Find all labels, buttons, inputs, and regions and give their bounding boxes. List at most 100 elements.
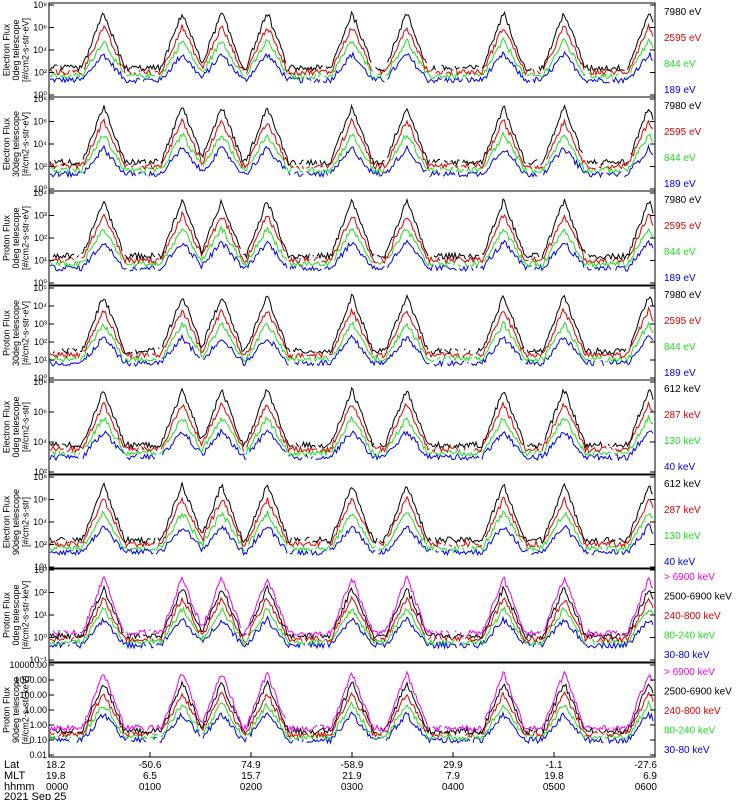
y-tick-label: 10⁸: [33, 94, 47, 104]
y-tick-label: 10.00: [24, 705, 47, 715]
y-tick-label: 10³: [34, 319, 47, 329]
x-tick-label-lat: -27.6: [634, 760, 657, 771]
legend-entry: 844 eV: [664, 153, 696, 164]
x-tick-label-lat: 29.9: [443, 760, 463, 771]
x-row-label-mlt: MLT: [4, 770, 25, 782]
y-axis-label-line: [#/cm2-s-str-eV]: [20, 112, 30, 176]
y-tick-label: 10²: [34, 337, 47, 347]
series-line-1-2: [49, 22, 654, 77]
y-tick-label: 10³: [34, 565, 47, 575]
series-line-1-3: [49, 37, 654, 81]
legend-entry: 612 keV: [664, 384, 701, 395]
y-axis-label-line: 90deg telescope: [11, 677, 21, 743]
x-tick-label-mlt: 6.9: [643, 771, 657, 782]
y-tick-label: 10⁴: [33, 45, 47, 55]
x-tick-label-mlt: 7.9: [446, 771, 460, 782]
legend-entry: > 6900 keV: [664, 572, 715, 583]
series-line-5-4: [49, 428, 654, 462]
y-axis-label-line: Electron Flux: [1, 23, 11, 76]
y-axis-label-line: 30deg telescope: [11, 111, 21, 177]
series-line-3-1: [52, 197, 654, 261]
legend-entry: 2595 eV: [664, 221, 702, 232]
series-line-8-4: [49, 699, 654, 742]
y-tick-label: 10000.00: [9, 660, 47, 670]
y-tick-label: 10⁴: [33, 437, 47, 447]
series-line-7-1: [52, 575, 654, 638]
series-line-4-4: [49, 333, 654, 368]
x-row-label-hhmm: hhmm: [4, 781, 35, 793]
x-tick-label-mlt: 19.8: [46, 771, 66, 782]
legend-entry: 844 eV: [664, 59, 696, 70]
y-axis-label: TEDElectron Flux0deg telescope[#/cm2-s-s…: [0, 18, 30, 82]
y-axis-label-line: 0deg telescope: [11, 207, 21, 268]
y-axis-label-line: [#/cm2-s-str-keV]: [20, 581, 30, 650]
legend-entry: 189 eV: [664, 179, 696, 190]
y-tick-label: 10⁶: [33, 407, 47, 417]
y-axis-label: MEPEDProton Flux90deg telescope[#/cm2-s-…: [0, 676, 30, 745]
y-tick-label: 10²: [34, 588, 47, 598]
y-tick-label: 100.00: [19, 690, 47, 700]
legend-entry: 189 eV: [664, 85, 696, 96]
y-axis-label: TEDElectron Flux30deg telescope[#/cm2-s-…: [0, 111, 30, 177]
legend-entry: 30-80 keV: [664, 745, 710, 756]
x-tick-label-hhmm: 0200: [240, 782, 263, 793]
legend-entry: 130 keV: [664, 531, 701, 542]
x-tick-label-mlt: 19.8: [544, 771, 564, 782]
y-axis-label-line: MEPED: [0, 411, 2, 444]
y-axis-label-line: MEPED: [0, 694, 2, 727]
y-axis-label: MEPEDElectron Flux0deg telescope[#/cm2-s…: [0, 396, 30, 457]
legend-entry: 2595 eV: [664, 127, 702, 138]
series-line-6-2: [49, 495, 654, 548]
x-tick-label-hhmm: 0500: [543, 782, 566, 793]
series-line-8-2: [52, 679, 654, 735]
y-axis-label-line: 0deg telescope: [11, 584, 21, 645]
panel-7: 10⁻¹ 10⁰ 10¹ 10² 10³ MEPEDProton Flux0deg tel…: [0, 565, 732, 665]
series-line-6-4: [49, 523, 654, 557]
y-axis-label-line: [#/cm2-s-str]: [20, 402, 30, 452]
y-tick-label: 10⁵: [33, 283, 47, 293]
legend-entry: 287 keV: [664, 410, 701, 421]
x-tick-label-lat: 18.2: [46, 760, 66, 771]
panel-4: 10⁰10¹10²10³10⁴10⁵TEDProton Flux30deg te…: [0, 283, 702, 383]
legend-entry: 2595 eV: [664, 316, 702, 327]
legend-entry: 7980 eV: [664, 101, 702, 112]
legend-entry: 844 eV: [664, 247, 696, 258]
x-row-label-lat: Lat: [4, 759, 19, 771]
series-line-2-1: [49, 103, 654, 167]
y-axis-label-line: TED: [0, 228, 2, 247]
y-tick-label: 10⁶: [33, 117, 47, 127]
y-axis-label: MEPEDElectron Flux90deg telescope[#/cm2-…: [0, 489, 30, 555]
legend-entry: 80-240 keV: [664, 631, 715, 642]
y-tick-label: 10⁸: [33, 0, 47, 10]
y-axis-label-line: 30deg telescope: [11, 300, 21, 366]
series-line-7-4: [49, 606, 654, 647]
y-tick-label: 10⁴: [33, 188, 47, 198]
series-line-8-1: [49, 670, 654, 733]
legend-entry: 40 keV: [664, 557, 695, 568]
x-tick-label-lat: -58.9: [341, 760, 364, 771]
y-axis-label-line: TED: [0, 40, 2, 59]
y-axis-label-line: MEPED: [0, 599, 2, 632]
y-tick-label: 10¹: [34, 355, 47, 365]
legend-entry: 7980 eV: [664, 195, 702, 206]
y-tick-label: 10⁰: [33, 184, 47, 194]
legend-entry: 30-80 keV: [664, 650, 710, 661]
y-tick-label: 10⁰: [33, 278, 47, 288]
y-axis-label: TEDProton Flux0deg telescope[#/cm2-s-str…: [0, 206, 30, 270]
series-line-2-2: [49, 117, 654, 171]
y-tick-label: 10⁴: [33, 139, 47, 149]
date-label: 2021 Sep 25: [4, 791, 66, 800]
legend-entry: 2500-6900 keV: [664, 592, 732, 603]
y-tick-label: 10¹: [34, 610, 47, 620]
legend-entry: 287 keV: [664, 505, 701, 516]
y-axis-label-line: [#/cm2-s-str-eV]: [20, 206, 30, 270]
y-tick-label: 10⁰: [33, 373, 47, 383]
y-axis-label-line: Proton Flux: [1, 591, 11, 638]
series-line-4-2: [49, 305, 654, 360]
x-axis: Lat MLT hhmm 2021 Sep 25 18.219.80000-50…: [4, 752, 657, 800]
y-axis-label-line: Electron Flux: [1, 400, 11, 453]
x-tick-label-lat: -1.1: [545, 760, 563, 771]
series-line-6-1: [49, 481, 654, 545]
series-line-3-3: [49, 224, 654, 269]
legend-entry: 2595 eV: [664, 33, 702, 44]
